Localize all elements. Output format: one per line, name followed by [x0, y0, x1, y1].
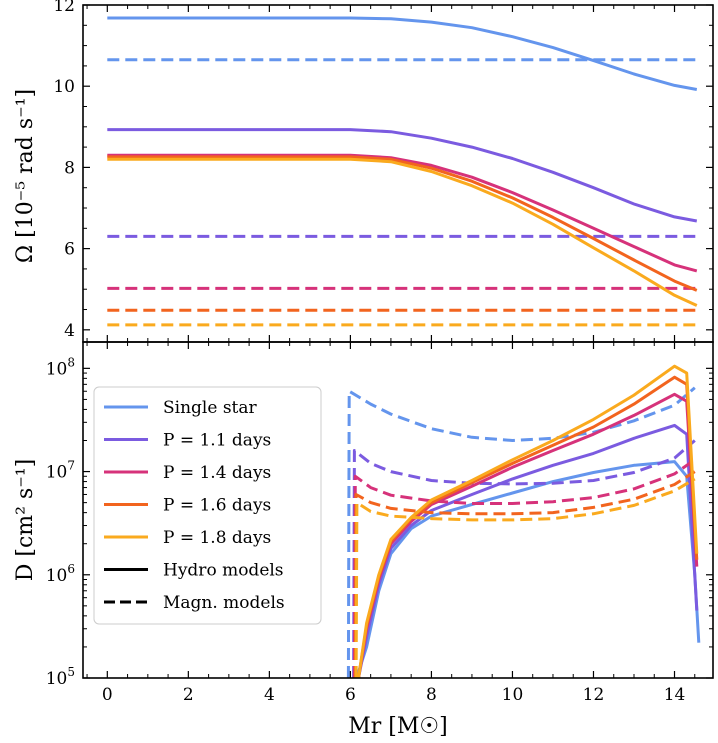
diffusion-axis-label: D [cm² s⁻¹] — [13, 459, 38, 582]
omega-tick-label: 4 — [64, 321, 75, 341]
omega-tick-label: 12 — [53, 0, 75, 16]
omega-tick-label: 8 — [64, 158, 75, 178]
omega-series-4-solid — [107, 153, 698, 273]
diffusion-series-3-dashed — [352, 439, 696, 678]
plot-frame — [82, 341, 714, 679]
legend-label: P = 1.4 days — [163, 463, 271, 483]
plot-frame — [82, 4, 714, 343]
diffusion-series-8-solid — [357, 364, 699, 678]
x-tick-label: 2 — [183, 685, 194, 705]
diffusion-tick-label: 108 — [46, 355, 75, 379]
x-tick-label: 8 — [426, 685, 437, 705]
omega-series-2-solid — [107, 128, 698, 223]
legend-box — [93, 386, 322, 625]
omega-axis-label: Ω [10⁻⁵ rad s⁻¹] — [13, 89, 38, 263]
diffusion-tick-label: 106 — [46, 562, 75, 586]
diffusion-series-4-solid — [357, 392, 699, 678]
diffusion-series-9-dashed — [354, 477, 696, 678]
omega-series-6-solid — [107, 155, 698, 292]
omega-tick-label: 10 — [53, 77, 75, 97]
x-tick-label: 0 — [102, 685, 113, 705]
legend: Single star P = 1.1 days P = 1.4 days P = 1… — [93, 386, 322, 625]
omega-tick-label: 6 — [64, 240, 75, 260]
x-tick-label: 12 — [583, 685, 605, 705]
diffusion-series-2-solid — [357, 423, 699, 678]
legend-label: P = 1.8 days — [163, 528, 271, 548]
x-tick-label: 10 — [502, 685, 524, 705]
diffusion-series-0-solid — [355, 460, 701, 678]
legend-label: P = 1.1 days — [163, 431, 271, 451]
diffusion-series-1-dashed — [346, 386, 696, 678]
legend-label: Magn. models — [163, 593, 285, 613]
omega-panel: 4 6 8 10 12 — [53, 0, 714, 343]
legend-label: P = 1.6 days — [163, 496, 271, 516]
x-tick-label: 6 — [345, 685, 356, 705]
omega-series-8-solid — [107, 157, 698, 307]
x-tick-label: 14 — [664, 685, 686, 705]
diffusion-tick-label: 107 — [46, 459, 75, 483]
omega-series-0-solid — [107, 16, 698, 91]
diffusion-series-7-dashed — [353, 470, 696, 678]
x-tick-label: 4 — [264, 685, 275, 705]
legend-label: Single star — [163, 398, 258, 418]
diffusion-tick-label: 105 — [46, 665, 75, 689]
legend-label: Hydro models — [163, 561, 284, 581]
mass-axis-label: Mr [M☉] — [348, 714, 447, 739]
diffusion-series-5-dashed — [352, 458, 696, 678]
